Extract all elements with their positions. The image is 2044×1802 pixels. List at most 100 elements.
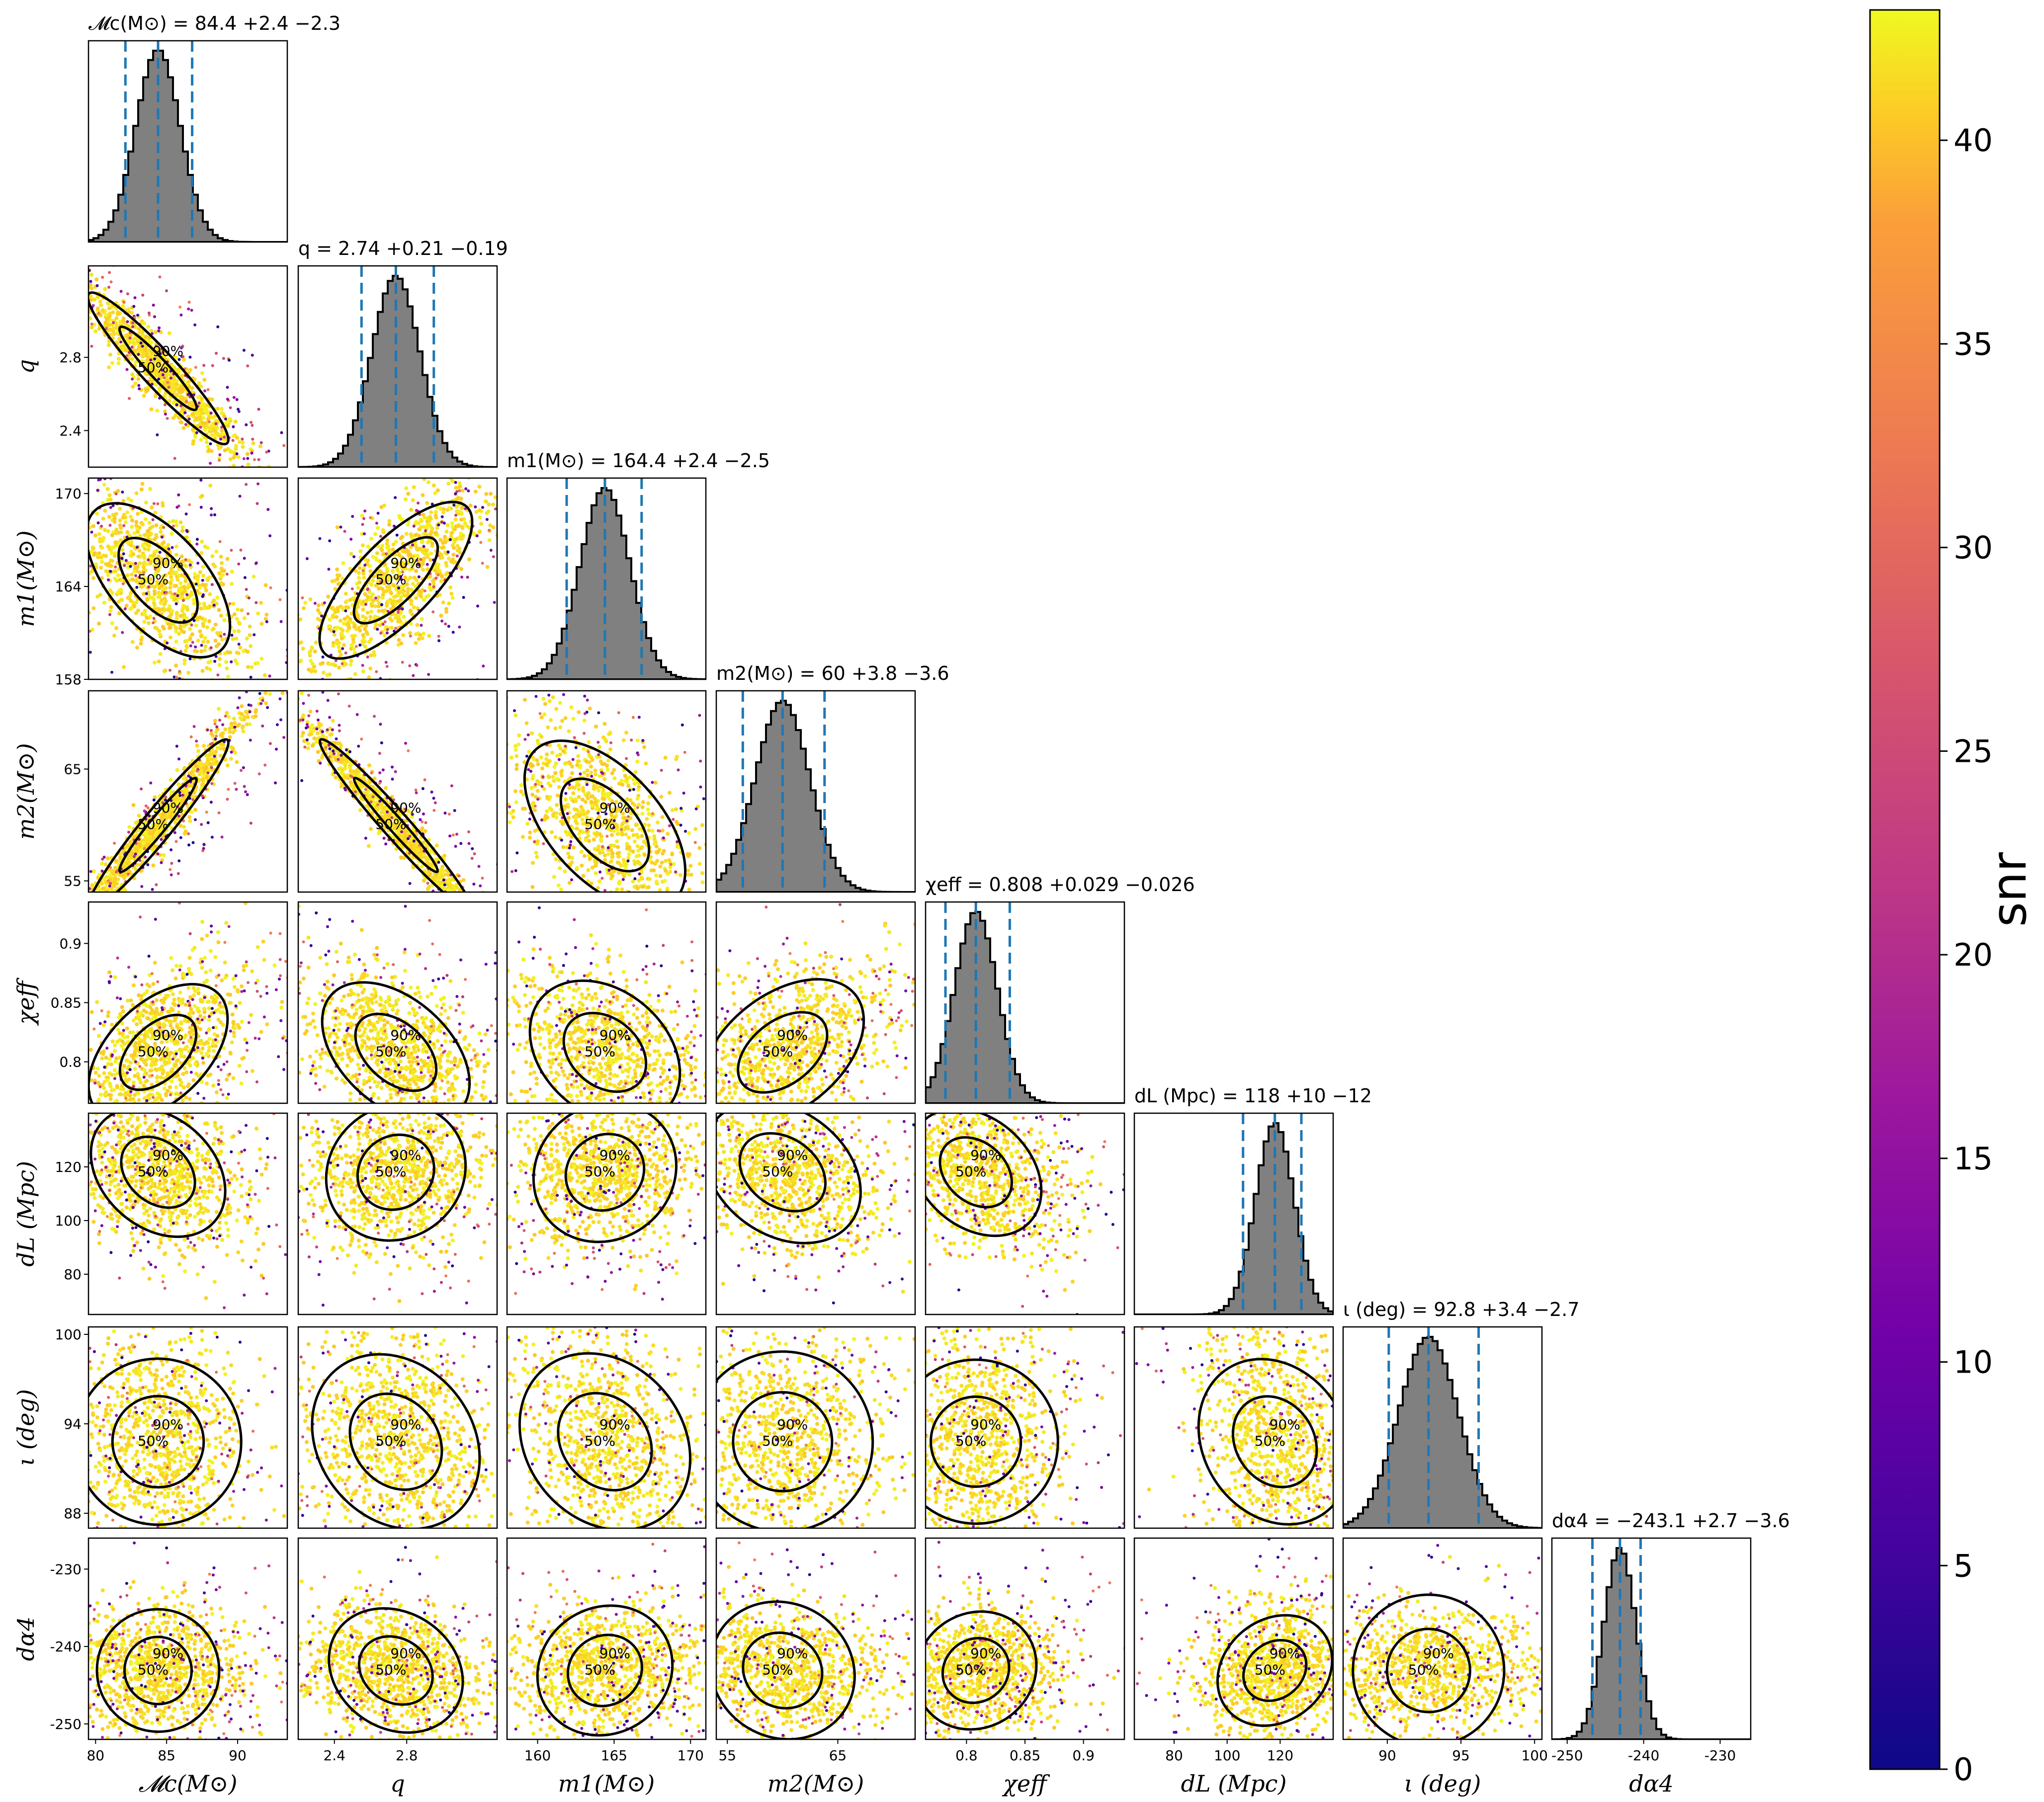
ytick-label: -230 — [50, 1561, 82, 1577]
contour-label: 50% — [955, 1163, 986, 1180]
contour-label: 90% — [390, 1147, 421, 1163]
contour-label: 90% — [599, 1027, 630, 1044]
contour-label: 90% — [599, 1416, 630, 1433]
contour-label: 50% — [138, 572, 169, 588]
contour-label: 90% — [777, 1027, 808, 1044]
xtick-label: 95 — [1452, 1747, 1470, 1764]
ytick-label: 2.8 — [59, 349, 82, 366]
hist-bars — [1134, 1123, 1333, 1314]
colorbar-tick-label: 10 — [1954, 1344, 1993, 1381]
ylabel: q — [12, 359, 39, 374]
contour-label: 50% — [375, 816, 406, 832]
ytick-label: -240 — [50, 1638, 82, 1655]
contour-label: 50% — [375, 572, 406, 588]
contour-label: 50% — [585, 816, 615, 832]
histogram-m2: m2(M⊙) = 60 +3.8 −3.6 — [716, 662, 949, 892]
ytick-label: 55 — [64, 873, 82, 890]
xlabel: χeff — [1002, 1770, 1050, 1797]
ytick-label: 65 — [64, 761, 82, 778]
panel-title: m1(M⊙) = 164.4 +2.4 −2.5 — [507, 450, 770, 472]
xlabel: q — [390, 1770, 405, 1797]
xtick-label: 55 — [718, 1747, 736, 1764]
hist-bars — [298, 276, 497, 467]
panel-title: χeff = 0.808 +0.029 −0.026 — [926, 874, 1195, 896]
ytick-label: 164 — [55, 578, 82, 595]
ytick-label: 94 — [64, 1416, 82, 1432]
contour-label: 90% — [153, 1027, 183, 1044]
xlabel: ι (deg) — [1404, 1770, 1481, 1797]
contour-label: 90% — [599, 800, 630, 816]
contour-label: 90% — [777, 1645, 808, 1661]
contour-label: 50% — [1408, 1661, 1439, 1678]
colorbar-tick-label: 15 — [1954, 1141, 1993, 1177]
xtick-label: 170 — [678, 1747, 704, 1764]
contour-label: 90% — [153, 555, 183, 572]
colorbar-tick-label: 40 — [1954, 122, 1993, 159]
contour-label: 90% — [970, 1416, 1001, 1433]
xtick-label: 90 — [229, 1747, 247, 1764]
ytick-label: 2.4 — [59, 422, 82, 439]
contour-label: 50% — [138, 359, 169, 376]
contour-label: 90% — [390, 1416, 421, 1433]
contour-label: 50% — [585, 1044, 615, 1060]
histogram-q: q = 2.74 +0.21 −0.19 — [298, 238, 508, 467]
xlabel: m1(M⊙) — [558, 1770, 655, 1797]
xlabel: m2(M⊙) — [767, 1770, 864, 1797]
hist-bars — [1552, 1548, 1751, 1739]
contour-label: 50% — [375, 1661, 406, 1678]
xtick-label: 2.8 — [396, 1747, 418, 1764]
ytick-label: 80 — [64, 1266, 82, 1283]
panel-frame — [88, 1327, 287, 1528]
contour-label: 50% — [762, 1661, 793, 1678]
hist-bars — [507, 488, 706, 679]
contour-label: 50% — [375, 1044, 406, 1060]
contour-label: 50% — [1255, 1661, 1285, 1678]
colorbar-tick-label: 30 — [1954, 530, 1993, 566]
colorbar-tick-label: 5 — [1954, 1548, 1973, 1584]
contour-label: 50% — [762, 1433, 793, 1449]
xtick-label: 2.4 — [323, 1747, 345, 1764]
panel-title: dα4 = −243.1 +2.7 −3.6 — [1552, 1510, 1790, 1532]
ylabel: dL (Mpc) — [12, 1161, 39, 1267]
contour-label: 50% — [955, 1433, 986, 1449]
xtick-label: 90 — [1378, 1747, 1396, 1764]
xtick-label: 160 — [524, 1747, 551, 1764]
contour-label: 50% — [138, 1163, 169, 1180]
colorbar-label: snr — [1981, 852, 2037, 927]
contour-label: 90% — [153, 1416, 183, 1433]
xtick-label: 165 — [601, 1747, 627, 1764]
contour-label: 90% — [777, 1416, 808, 1433]
colorbar-tick-label: 0 — [1954, 1751, 1973, 1788]
xtick-label: 80 — [86, 1747, 104, 1764]
colorbar-gradient — [1870, 10, 1940, 1769]
ytick-label: 120 — [55, 1159, 82, 1175]
contour-label: 50% — [585, 1163, 615, 1180]
contour-label: 50% — [585, 1433, 615, 1449]
colorbar-tick-label: 20 — [1954, 937, 1993, 973]
contour-label: 50% — [138, 1433, 169, 1449]
contour-label: 90% — [390, 1027, 421, 1044]
contour-label: 90% — [1423, 1645, 1454, 1661]
contour-label: 90% — [970, 1645, 1001, 1661]
ytick-label: 0.8 — [59, 1054, 82, 1070]
ytick-label: -250 — [50, 1716, 82, 1732]
contour-label: 90% — [777, 1147, 808, 1163]
xtick-label: 80 — [1165, 1747, 1183, 1764]
xlabel: 𝓜c(M⊙) — [139, 1770, 238, 1797]
ylabel: ι (deg) — [12, 1389, 39, 1466]
scatter-dL-vs-q: 50%90% — [120, 908, 660, 1356]
panel-title: 𝓜c(M⊙) = 84.4 +2.4 −2.3 — [88, 12, 341, 34]
ytick-label: 100 — [55, 1213, 82, 1229]
ytick-label: 0.85 — [51, 995, 82, 1011]
histogram-dL: dL (Mpc) = 118 +10 −12 — [1134, 1085, 1372, 1314]
xtick-label: 0.85 — [1010, 1747, 1040, 1764]
contour-label: 90% — [390, 1645, 421, 1661]
panel-title: dL (Mpc) = 118 +10 −12 — [1134, 1085, 1372, 1107]
xtick-label: 65 — [829, 1747, 847, 1764]
colorbar-tick-label: 25 — [1954, 733, 1993, 769]
contour-label: 50% — [138, 1044, 169, 1060]
panel-title: m2(M⊙) = 60 +3.8 −3.6 — [716, 662, 949, 684]
